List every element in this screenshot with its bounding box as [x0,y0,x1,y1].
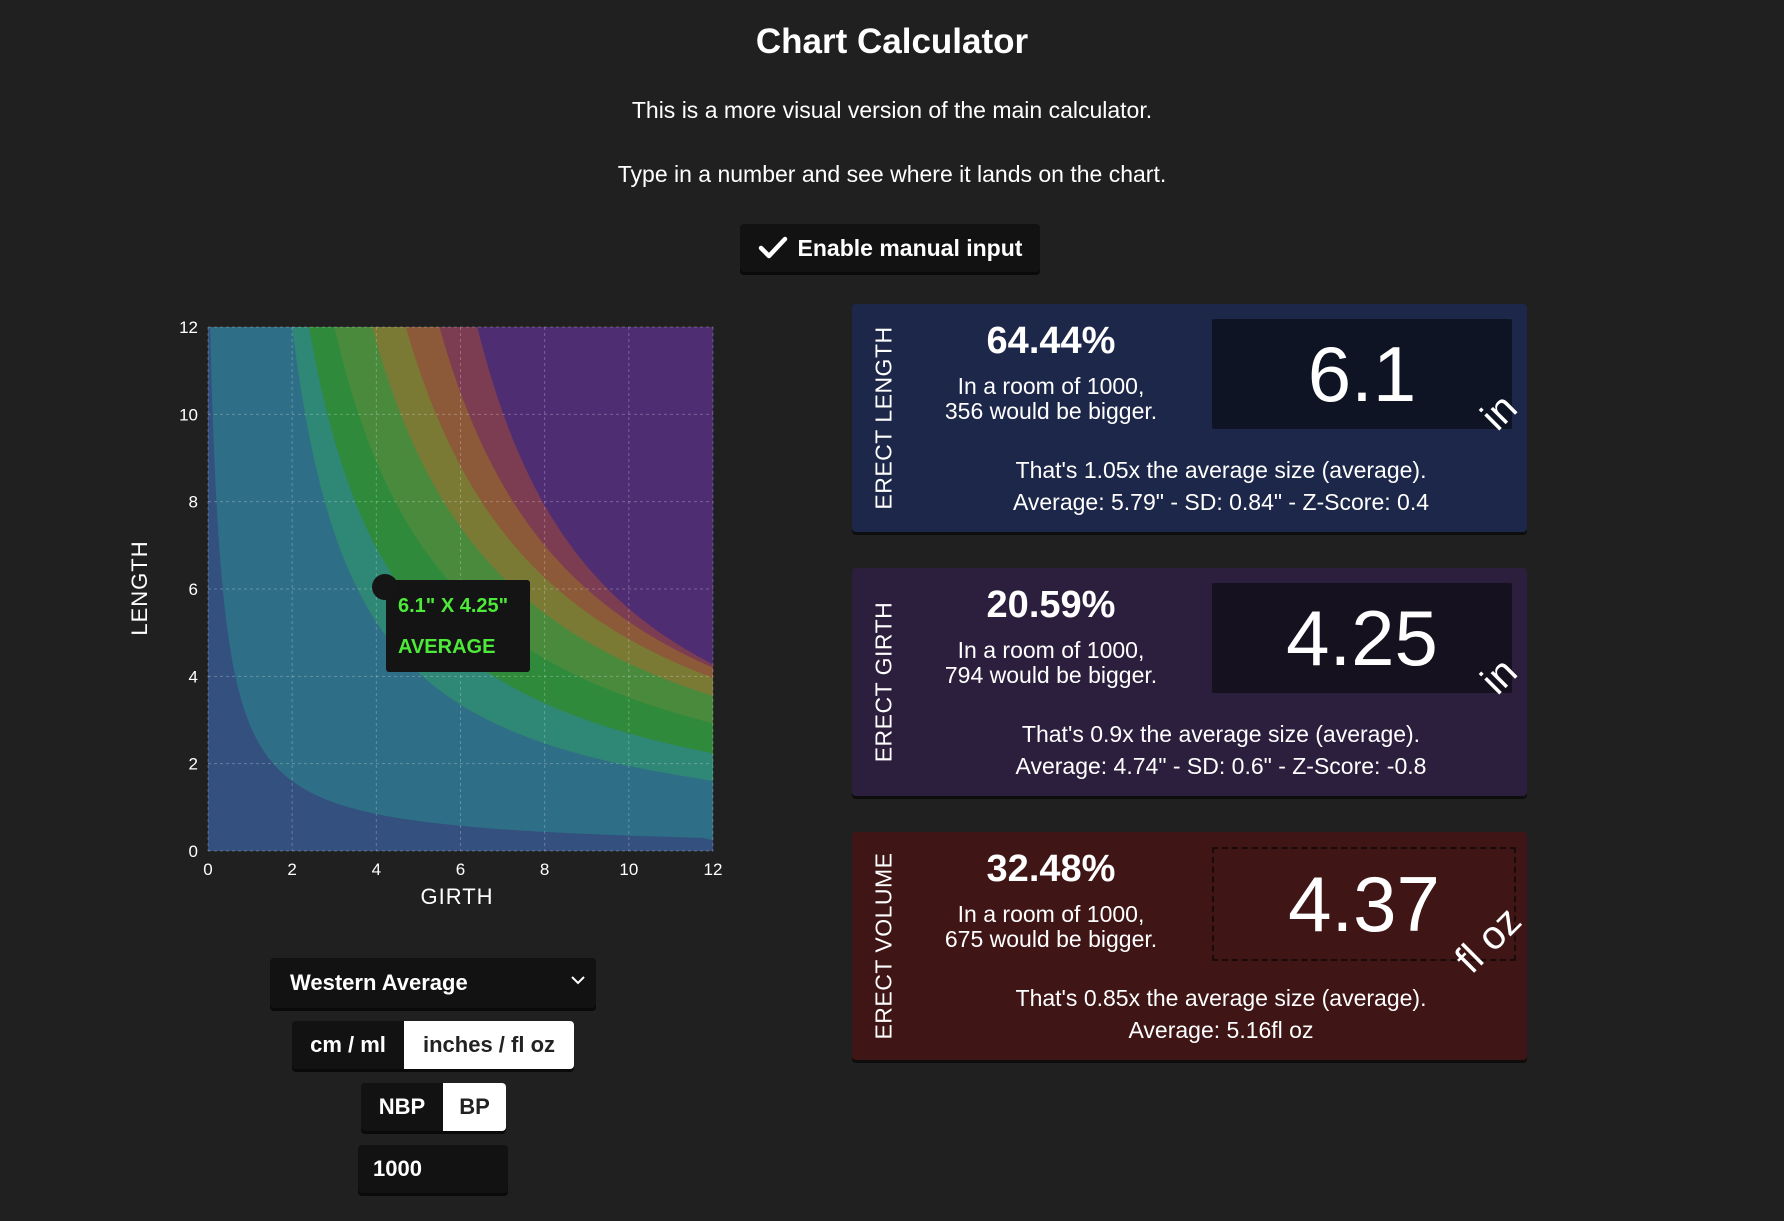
value: 4.25 [1286,593,1438,682]
percentile: 32.48% [986,848,1116,890]
y-tick-label: 12 [179,318,198,337]
room-text: In a room of 1000, 356 would be bigger. [916,374,1186,424]
y-axis-title: LENGTH [127,540,152,636]
measure-option-nbp[interactable]: NBP [361,1083,443,1131]
card-footer: That's 1.05x the average size (average).… [916,454,1526,518]
checkmark-icon [758,236,787,259]
value-display[interactable]: 4.25 [1212,583,1512,693]
chevron-down-icon [571,976,585,985]
room-size-input[interactable] [358,1145,508,1193]
chart-point-marker[interactable] [372,574,398,600]
y-tick-label: 10 [179,405,198,424]
ratio-text: That's 0.9x the average size (average). [1021,721,1421,747]
value: 6.1 [1307,329,1417,418]
card-label: ERECT VOLUME [870,852,897,1040]
percentile: 64.44% [986,320,1116,362]
room-line-2: 794 would be bigger. [944,662,1158,688]
x-tick-label: 0 [203,860,212,879]
ratio-text: That's 0.85x the average size (average). [1015,985,1427,1011]
erect-volume-card: ERECT VOLUME 32.48% In a room of 1000, 6… [852,832,1530,1060]
card-label: ERECT GIRTH [870,601,897,763]
region-select-value: Western Average [290,970,468,995]
value-display[interactable]: 4.37 [1212,847,1516,961]
y-tick-label: 8 [189,493,198,512]
y-tick-label: 2 [189,755,198,774]
chart-point-tooltip: 6.1" X 4.25" AVERAGE [372,574,530,672]
measure-toggle[interactable]: NBP BP [361,1083,506,1131]
room-line-1: In a room of 1000, [957,901,1145,927]
card-label: ERECT LENGTH [870,326,897,510]
unit-option-metric[interactable]: cm / ml [292,1021,404,1069]
intro-text-2: Type in a number and see where it lands … [617,161,1167,187]
y-tick-label: 0 [189,842,198,861]
ratio-text: That's 1.05x the average size (average). [1015,457,1427,483]
erect-girth-card: ERECT GIRTH 20.59% In a room of 1000, 79… [852,568,1527,796]
tooltip-dimensions: 6.1" X 4.25" [398,595,509,617]
value-display[interactable]: 6.1 [1212,319,1512,429]
room-line-2: 356 would be bigger. [944,398,1158,424]
value: 4.37 [1288,859,1440,948]
region-select[interactable]: Western Average [270,958,596,1008]
x-axis-title: GIRTH [420,884,494,909]
y-tick-label: 6 [189,580,198,599]
x-tick-label: 4 [372,860,381,879]
x-tick-label: 2 [287,860,296,879]
enable-manual-input-button[interactable]: Enable manual input [740,224,1040,272]
room-line-2: 675 would be bigger. [944,926,1158,952]
card-footer: That's 0.85x the average size (average).… [916,982,1526,1046]
x-tick-label: 12 [704,860,723,879]
page-title: Chart Calculator [755,22,1029,61]
measure-option-bp[interactable]: BP [443,1083,506,1131]
x-tick-label: 6 [456,860,465,879]
x-tick-label: 8 [540,860,549,879]
percentile: 20.59% [986,584,1116,626]
stats-text: Average: 4.74" - SD: 0.6" - Z-Score: -0.… [1015,753,1427,779]
tooltip-category: AVERAGE [398,636,496,658]
unit-option-imperial[interactable]: inches / fl oz [404,1021,574,1069]
x-tick-label: 10 [619,860,638,879]
room-text: In a room of 1000, 675 would be bigger. [916,902,1186,952]
y-tick-label: 4 [189,667,198,686]
stats-text: Average: 5.16fl oz [1128,1017,1314,1043]
erect-length-card: ERECT LENGTH 64.44% In a room of 1000, 3… [852,304,1527,532]
room-text: In a room of 1000, 794 would be bigger. [916,638,1186,688]
room-line-1: In a room of 1000, [957,637,1145,663]
unit-toggle[interactable]: cm / ml inches / fl oz [292,1021,574,1069]
stats-text: Average: 5.79" - SD: 0.84" - Z-Score: 0.… [1012,489,1430,515]
card-footer: That's 0.9x the average size (average). … [916,718,1526,782]
intro-text-1: This is a more visual version of the mai… [631,97,1153,123]
enable-manual-input-label: Enable manual input [797,234,1023,261]
room-line-1: In a room of 1000, [957,373,1145,399]
